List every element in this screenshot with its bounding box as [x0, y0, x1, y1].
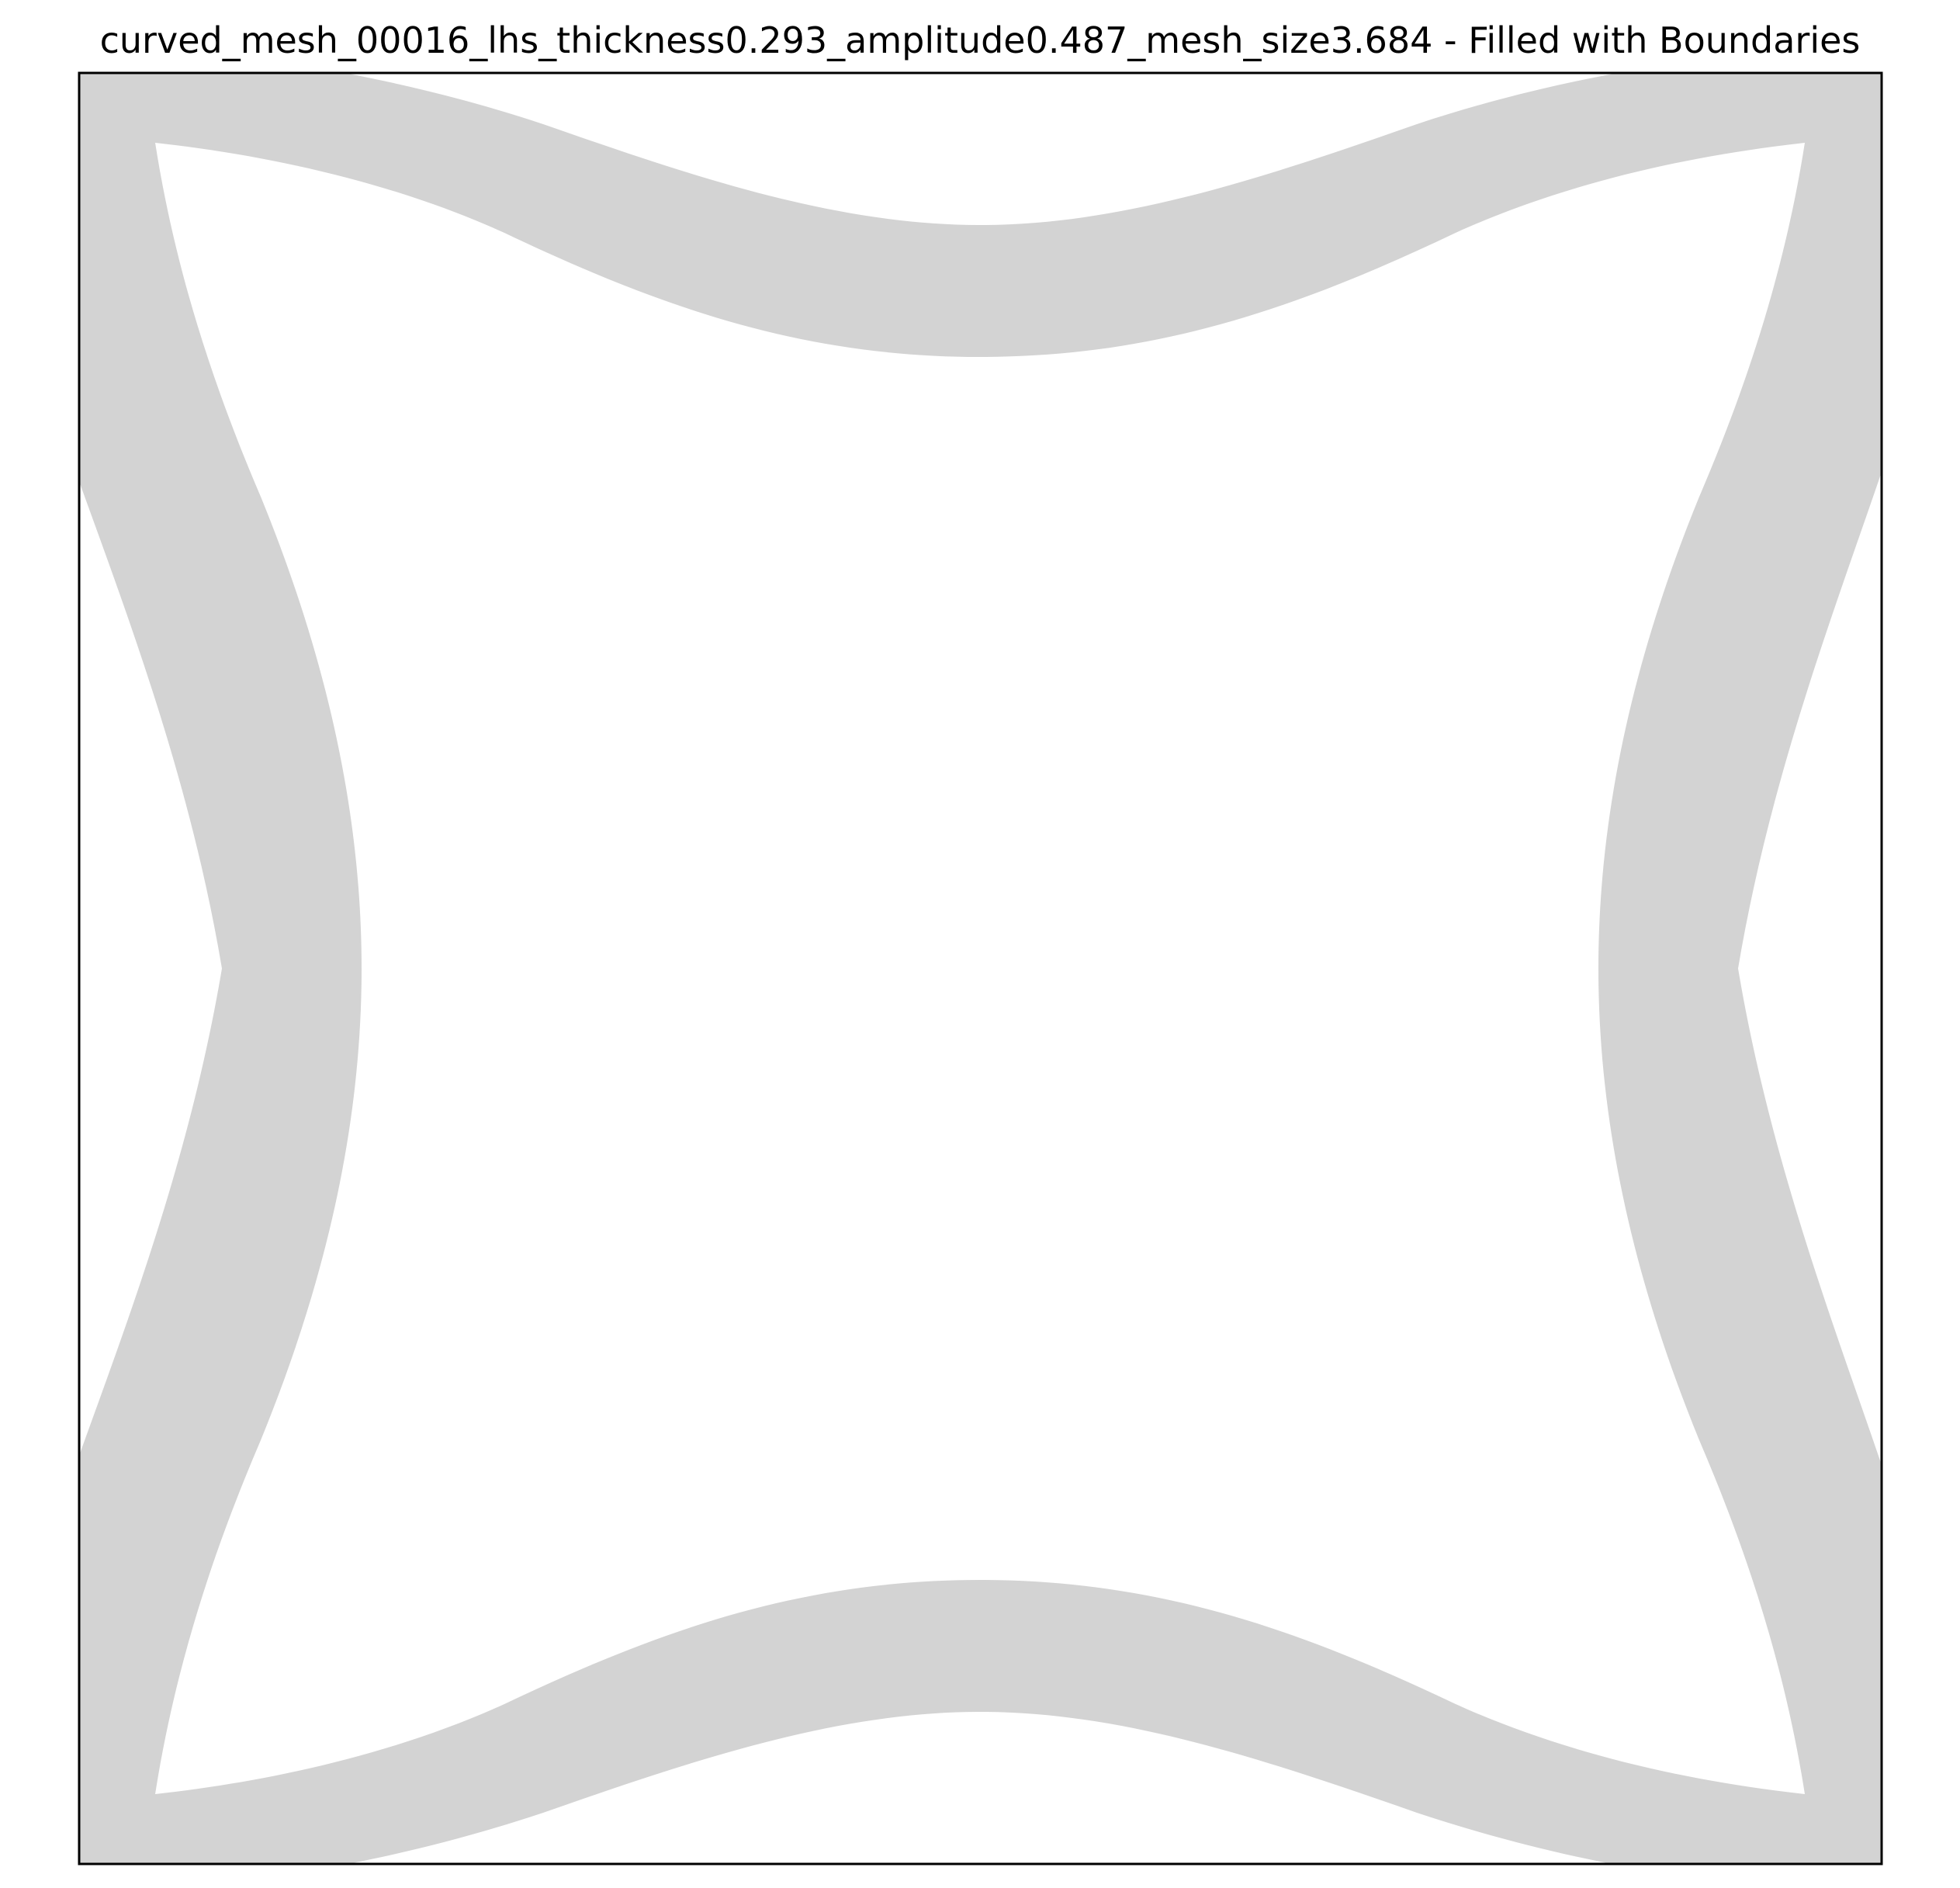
- plot-title: curved_mesh_00016_lhs_thickness0.293_amp…: [99, 19, 1861, 61]
- axes-frame: [78, 71, 1883, 1865]
- mesh-shape: [79, 73, 1882, 1864]
- inner-boundary: [155, 143, 1805, 1794]
